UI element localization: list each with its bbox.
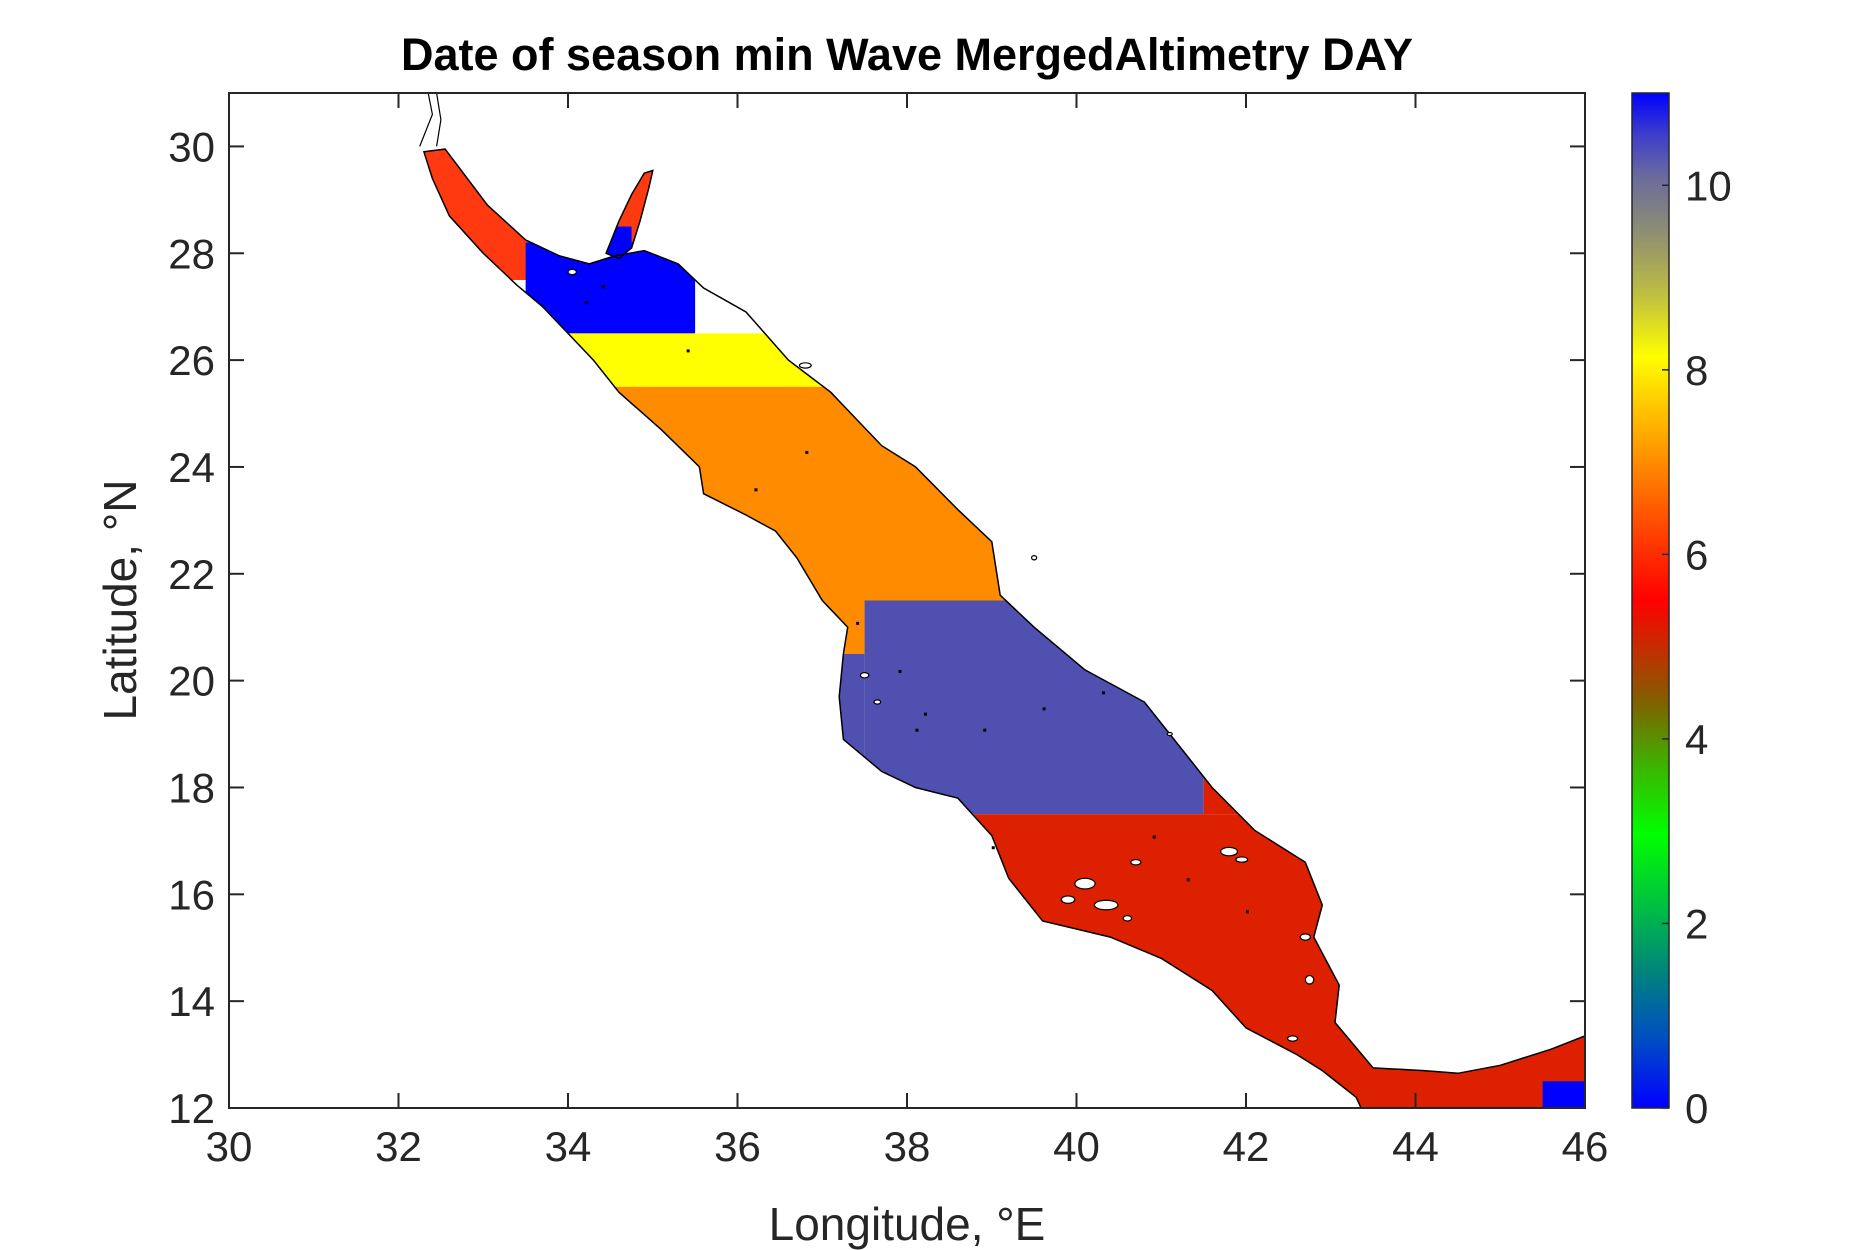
reef-speck <box>983 728 987 732</box>
island-mark <box>567 268 578 276</box>
reef-speck <box>686 349 690 353</box>
x-tick-label: 30 <box>206 1123 253 1170</box>
chart-title: Date of season min Wave MergedAltimetry … <box>401 29 1413 80</box>
coastline <box>422 148 1585 1108</box>
reef-speck <box>898 669 902 673</box>
reef-speck <box>805 450 809 454</box>
reef-speck <box>601 285 605 289</box>
colorbar-tick-label: 6 <box>1685 531 1708 578</box>
y-tick-label: 16 <box>168 871 215 918</box>
reef-speck <box>754 488 758 492</box>
y-tick-label: 22 <box>168 551 215 598</box>
island-mark <box>798 362 812 369</box>
x-tick-label: 38 <box>884 1123 931 1170</box>
island-mark <box>1299 933 1311 941</box>
x-axis-label: Longitude, °E <box>769 1198 1046 1250</box>
y-tick-label: 28 <box>168 230 215 277</box>
reef-speck <box>915 728 919 732</box>
y-tick-label: 30 <box>168 123 215 170</box>
reef-speck <box>1152 835 1156 839</box>
y-tick-label: 14 <box>168 978 215 1025</box>
reef-speck <box>856 621 860 625</box>
island-mark <box>1074 877 1096 890</box>
x-tick-label: 46 <box>1562 1123 1609 1170</box>
y-tick-label: 20 <box>168 658 215 705</box>
x-tick-label: 34 <box>545 1123 592 1170</box>
region-aden-blue-cell <box>1542 1081 1585 1108</box>
colorbar-tick-label: 10 <box>1685 162 1732 209</box>
y-tick-label: 18 <box>168 764 215 811</box>
reef-speck <box>1246 910 1249 914</box>
island-mark <box>1060 895 1076 904</box>
colorbar-tick-label: 2 <box>1685 900 1708 947</box>
x-tick-label: 40 <box>1053 1123 1100 1170</box>
island-mark <box>1286 1035 1299 1042</box>
island-mark <box>1093 899 1119 911</box>
coastline-aqaba <box>605 169 654 260</box>
y-axis-label: Latitude, °N <box>94 480 146 721</box>
island-mark <box>1166 731 1173 737</box>
colorbar-axis: 0 2 4 6 8 10 <box>1662 162 1732 1132</box>
island-mark <box>1235 856 1249 863</box>
y-axis: 12 14 16 18 20 22 24 26 28 30 <box>168 123 1585 1132</box>
x-tick-label: 42 <box>1223 1123 1270 1170</box>
island-mark <box>1122 915 1133 922</box>
reef-speck <box>991 846 995 850</box>
island-mark <box>1304 974 1315 985</box>
island-mark <box>859 672 870 679</box>
reef-speck <box>584 301 588 305</box>
island-mark <box>1130 859 1142 866</box>
y-tick-label: 24 <box>168 444 215 491</box>
y-tick-label: 12 <box>168 1085 215 1132</box>
reef-speck <box>1042 707 1046 711</box>
island-mark <box>1220 846 1239 857</box>
y-tick-label: 26 <box>168 337 215 384</box>
island-mark <box>873 699 882 705</box>
island-mark <box>1031 555 1038 561</box>
colorbar-tick-label: 4 <box>1685 716 1708 763</box>
x-tick-label: 44 <box>1392 1123 1439 1170</box>
suez-canal-line <box>419 93 442 147</box>
reef-speck <box>923 712 927 716</box>
colorbar <box>1631 92 1670 1109</box>
reef-speck <box>1101 691 1105 695</box>
reef-speck <box>1186 878 1190 882</box>
x-tick-label: 36 <box>714 1123 761 1170</box>
x-tick-label: 32 <box>375 1123 422 1170</box>
colorbar-tick-label: 0 <box>1685 1085 1708 1132</box>
x-axis: 30 32 34 36 38 40 42 44 46 <box>206 93 1609 1170</box>
colorbar-tick-label: 8 <box>1685 347 1708 394</box>
